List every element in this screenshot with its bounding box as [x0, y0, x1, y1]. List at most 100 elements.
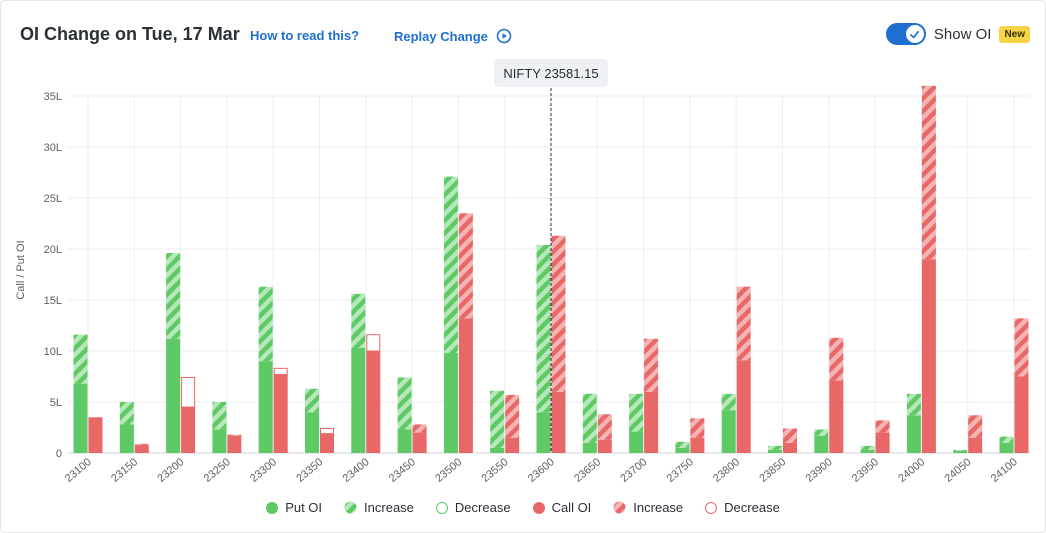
bar-put-oi-23400[interactable] — [351, 347, 366, 453]
x-tick-label: 24050 — [942, 456, 973, 485]
bar-call-increase-23850[interactable] — [783, 428, 797, 443]
bar-put-oi-23750[interactable] — [675, 447, 690, 453]
bar-put-increase-23450[interactable] — [397, 377, 412, 430]
bar-call-oi-23700[interactable] — [644, 391, 659, 453]
bar-put-increase-23250[interactable] — [212, 402, 227, 430]
bar-call-oi-23600[interactable] — [551, 391, 566, 453]
bar-put-increase-23300[interactable] — [258, 286, 273, 362]
bar-call-oi-23500[interactable] — [458, 318, 473, 453]
bar-call-oi-23100[interactable] — [88, 417, 103, 453]
bar-call-oi-23400[interactable] — [366, 351, 381, 453]
bar-put-increase-24100[interactable] — [999, 436, 1014, 443]
bar-put-increase-23850[interactable] — [768, 445, 782, 450]
bar-call-increase-23550[interactable] — [505, 394, 520, 438]
bar-call-oi-23150[interactable] — [134, 444, 149, 453]
bar-call-increase-23600[interactable] — [551, 235, 566, 392]
bar-put-increase-23350[interactable] — [305, 388, 319, 413]
bar-put-increase-23600[interactable] — [536, 244, 551, 413]
bar-call-oi-23900[interactable] — [829, 380, 844, 453]
bar-call-increase-24100[interactable] — [1014, 318, 1029, 377]
bar-put-increase-24000[interactable] — [906, 393, 921, 416]
bar-call-increase-24000[interactable] — [921, 85, 936, 260]
bar-put-increase-23700[interactable] — [629, 393, 644, 432]
bar-put-oi-23800[interactable] — [721, 410, 736, 453]
bar-call-oi-23350[interactable] — [320, 433, 334, 453]
bar-put-oi-24050[interactable] — [953, 450, 968, 453]
bar-put-oi-23550[interactable] — [490, 447, 505, 453]
bar-put-oi-23600[interactable] — [536, 412, 551, 453]
bar-put-increase-23650[interactable] — [582, 393, 597, 443]
bar-put-oi-23900[interactable] — [814, 435, 829, 453]
play-circle-icon — [496, 28, 512, 44]
bar-call-decrease-23300[interactable] — [273, 367, 288, 375]
bar-call-decrease-23400[interactable] — [366, 334, 381, 352]
bar-call-decrease-23200[interactable] — [181, 377, 196, 408]
bar-put-oi-23650[interactable] — [582, 442, 597, 453]
legend-call-decrease[interactable]: Decrease — [705, 500, 780, 515]
bar-put-oi-23150[interactable] — [119, 424, 134, 453]
bar-put-oi-23350[interactable] — [305, 412, 319, 453]
bar-call-oi-23750[interactable] — [690, 437, 705, 453]
bar-put-increase-23500[interactable] — [443, 176, 458, 354]
legend-put-increase[interactable]: Increase — [344, 500, 414, 515]
bar-put-increase-23400[interactable] — [351, 293, 366, 348]
bar-call-decrease-23350[interactable] — [320, 428, 334, 435]
bar-call-oi-23950[interactable] — [875, 432, 890, 453]
bar-call-increase-23150[interactable] — [134, 443, 149, 445]
bar-call-oi-24100[interactable] — [1014, 376, 1029, 454]
bar-put-oi-23450[interactable] — [397, 429, 412, 453]
bar-put-oi-23300[interactable] — [258, 361, 273, 453]
how-to-read-link[interactable]: How to read this? — [250, 28, 360, 43]
legend-put-decrease[interactable]: Decrease — [435, 500, 511, 515]
legend-call-oi[interactable]: Call OI — [532, 500, 591, 515]
bar-put-oi-23850[interactable] — [768, 449, 782, 453]
bar-call-oi-23550[interactable] — [505, 437, 520, 453]
bar-put-increase-23200[interactable] — [166, 253, 181, 339]
bar-put-increase-23800[interactable] — [721, 393, 736, 411]
bar-call-increase-23950[interactable] — [875, 420, 890, 433]
bar-call-oi-23450[interactable] — [412, 432, 427, 453]
bar-call-oi-23200[interactable] — [181, 407, 196, 453]
bar-put-oi-23200[interactable] — [166, 338, 181, 453]
bar-put-increase-23100[interactable] — [73, 334, 88, 384]
bar-put-oi-24000[interactable] — [906, 415, 921, 453]
bar-call-oi-23250[interactable] — [227, 435, 242, 453]
bar-call-increase-23450[interactable] — [412, 424, 427, 433]
bar-call-increase-23800[interactable] — [736, 286, 751, 361]
bar-put-oi-23100[interactable] — [73, 383, 88, 453]
bar-put-oi-23950[interactable] — [860, 449, 875, 453]
bar-put-oi-23700[interactable] — [629, 431, 644, 453]
bar-call-increase-23700[interactable] — [644, 338, 659, 392]
bar-call-oi-23300[interactable] — [273, 374, 288, 453]
show-oi-toggle[interactable] — [885, 23, 926, 45]
bar-call-increase-23750[interactable] — [690, 418, 705, 438]
y-tick-label: 15L — [44, 295, 62, 307]
bar-call-increase-23650[interactable] — [597, 414, 612, 440]
bar-put-increase-23750[interactable] — [675, 441, 690, 448]
legend-put-oi[interactable]: Put OI — [266, 500, 322, 515]
replay-change-button[interactable]: Replay Change — [394, 28, 512, 44]
bar-put-increase-24050[interactable] — [953, 449, 968, 451]
bar-put-increase-23150[interactable] — [119, 402, 134, 425]
bar-put-increase-23550[interactable] — [490, 390, 505, 448]
bar-put-oi-24100[interactable] — [999, 442, 1014, 453]
bar-put-oi-23250[interactable] — [212, 429, 227, 453]
y-tick-label: 0 — [56, 448, 62, 460]
bar-call-oi-23850[interactable] — [783, 442, 797, 453]
bar-call-oi-24050[interactable] — [968, 437, 983, 453]
bar-put-increase-23950[interactable] — [860, 445, 875, 450]
x-tick-label: 23450 — [387, 456, 418, 485]
bar-call-oi-24000[interactable] — [921, 259, 936, 453]
spot-price-label: NIFTY 23581.15 — [494, 59, 608, 87]
legend-swatch-call-oi — [532, 501, 545, 514]
bar-call-increase-23250[interactable] — [227, 434, 242, 436]
bar-put-increase-23900[interactable] — [814, 429, 829, 436]
bar-call-increase-23900[interactable] — [829, 337, 844, 381]
bar-call-increase-23500[interactable] — [458, 213, 473, 319]
bar-call-increase-24050[interactable] — [968, 415, 983, 438]
bar-put-oi-23500[interactable] — [443, 353, 458, 453]
bar-call-oi-23650[interactable] — [597, 439, 612, 453]
legend-call-increase[interactable]: Increase — [613, 500, 683, 515]
x-tick-label: 23950 — [850, 456, 881, 485]
bar-call-oi-23800[interactable] — [736, 360, 751, 453]
